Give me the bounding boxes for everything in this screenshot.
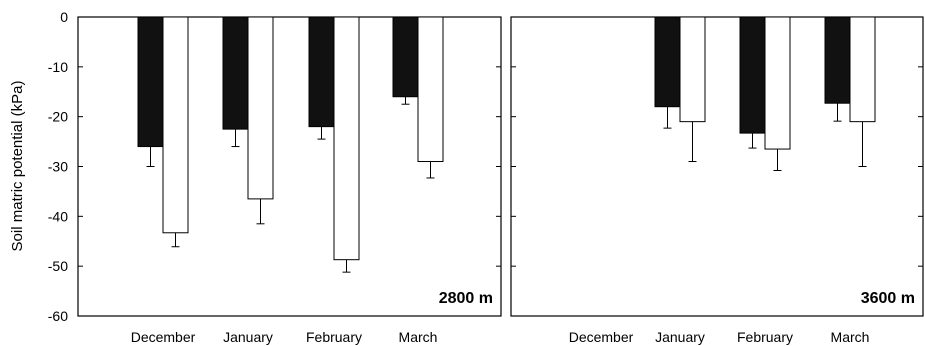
x-tick-label: January — [223, 329, 273, 345]
x-tick-label: December — [569, 329, 634, 345]
panel-1: 0 -10 -20 -30 -40 -50 -60 December January Februa… — [48, 9, 502, 345]
y-tick-label: -10 — [48, 59, 68, 75]
x-tick-label: December — [131, 329, 196, 345]
dark-bar — [392, 16, 419, 98]
y-tick-label: -30 — [48, 159, 68, 175]
dark-bar — [739, 16, 766, 134]
y-axis-label: Soil matric potential (kPa) — [9, 81, 26, 252]
panel-label: 2800 m — [439, 290, 493, 307]
y-axis-title: Soil matric potential (kPa) — [9, 81, 26, 252]
y-tick-label: -50 — [48, 258, 68, 274]
light-bar — [764, 16, 791, 150]
x-tick-label: February — [306, 329, 362, 345]
x-tick-label: March — [831, 329, 870, 345]
light-bar — [679, 16, 706, 123]
panel-2: December January February March 3600 m — [510, 16, 924, 345]
x-tick-label: March — [399, 329, 438, 345]
light-bar — [849, 16, 876, 123]
light-bar — [417, 16, 444, 163]
panel-label: 3600 m — [861, 290, 915, 307]
y-tick-label: -40 — [48, 208, 68, 224]
dark-bar — [308, 16, 335, 128]
light-bar — [247, 16, 274, 200]
dark-bar — [137, 16, 164, 148]
x-tick-label: February — [737, 329, 793, 345]
light-bar — [333, 16, 360, 261]
panels: 0 -10 -20 -30 -40 -50 -60 December January Februa… — [48, 9, 924, 345]
y-tick-label: 0 — [60, 9, 68, 25]
x-tick-label: January — [655, 329, 705, 345]
dark-bar — [222, 16, 249, 130]
dark-bar — [824, 16, 851, 104]
dark-bar — [654, 16, 681, 108]
light-bar — [162, 16, 189, 234]
y-tick-label: -20 — [48, 109, 68, 125]
y-tick-label: -60 — [48, 308, 68, 324]
